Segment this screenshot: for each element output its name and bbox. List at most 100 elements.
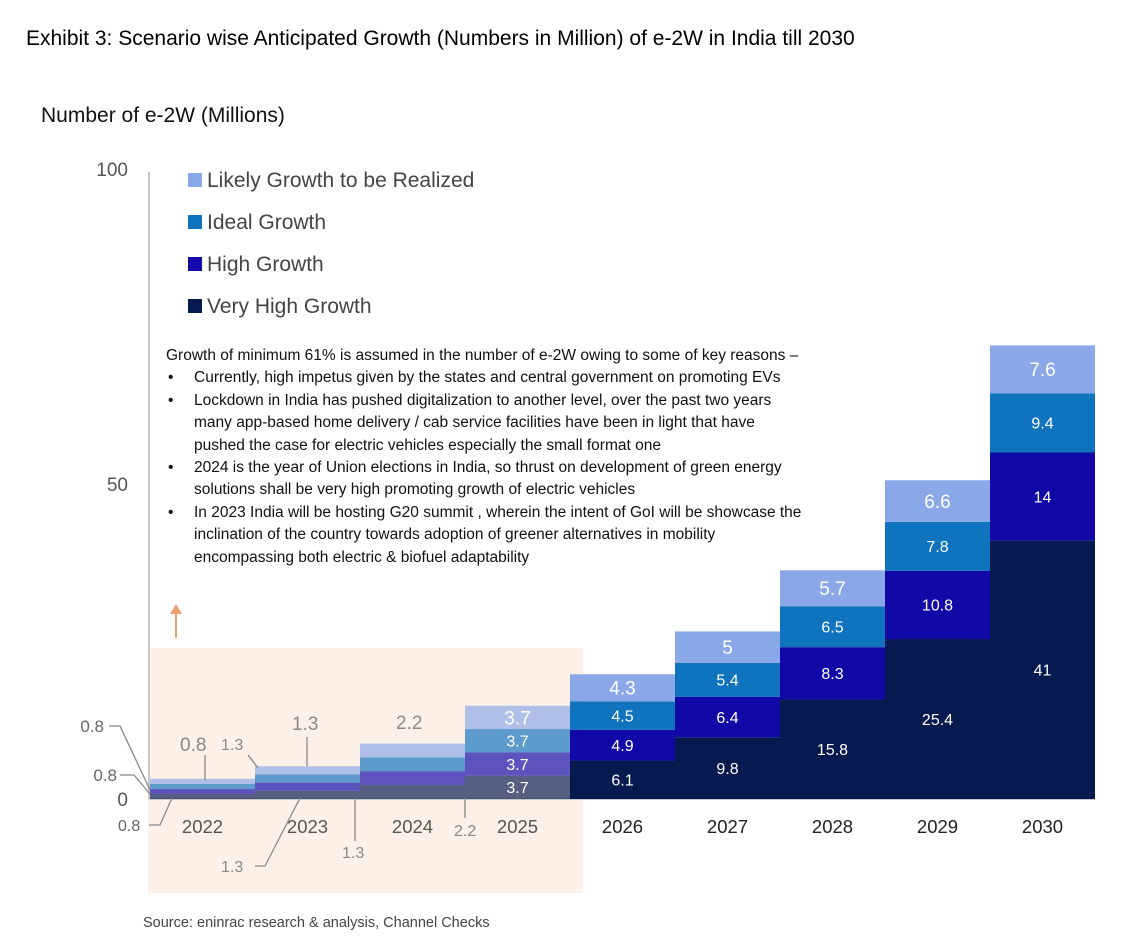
bar-segment-high-growth-2025	[465, 752, 570, 776]
legend-label: Ideal Growth	[207, 211, 326, 234]
bar-segment-likely-growth-to-be-realized-2025	[465, 705, 570, 730]
y-tick-label: 100	[96, 160, 128, 181]
bar-segment-ideal-growth-2027	[675, 662, 780, 697]
notes-bullet: In 2023 India will be hosting G20 summit…	[166, 502, 806, 569]
bar-segment-likely-growth-to-be-realized-2024	[360, 743, 465, 758]
x-tick-label: 2030	[1022, 816, 1063, 837]
callout-label: 1.3	[221, 859, 243, 876]
bar-segment-ideal-growth-2030	[990, 393, 1095, 453]
bar-segment-likely-growth-to-be-realized-2029	[885, 480, 990, 522]
data-label: 9.8	[716, 761, 738, 778]
data-label: 15.8	[817, 742, 848, 759]
up-arrow-icon	[170, 604, 182, 614]
callout-leader	[120, 774, 151, 795]
legend-label: High Growth	[207, 253, 324, 276]
assumption-notes: Growth of minimum 61% is assumed in the …	[166, 345, 806, 569]
bar-segment-likely-growth-to-be-realized-2022	[150, 778, 255, 784]
x-tick-label: 2028	[812, 816, 853, 837]
bar-segment-high-growth-2026	[570, 729, 675, 761]
bar-segment-very-high-growth-2022	[150, 793, 255, 799]
bar-segment-high-growth-2024	[360, 771, 465, 786]
callout-label: 0.8	[93, 766, 117, 785]
data-label: 5.4	[716, 673, 738, 690]
callout-label: 0.8	[80, 717, 104, 736]
bar-segment-likely-growth-to-be-realized-2026	[570, 674, 675, 702]
bar-segment-very-high-growth-2029	[885, 638, 990, 799]
bar-segment-high-growth-2023	[255, 782, 360, 791]
bar-segment-very-high-growth-2024	[360, 785, 465, 799]
data-label: 6.5	[821, 619, 843, 636]
data-label: 14	[1034, 489, 1052, 506]
data-label: 41	[1034, 663, 1052, 680]
data-label: 5.7	[819, 579, 845, 600]
data-label: 3.7	[506, 780, 528, 797]
callout-leader	[247, 754, 259, 769]
bar-segment-ideal-growth-2022	[150, 783, 255, 789]
data-label: 8.3	[821, 666, 843, 683]
data-label: 3.7	[504, 708, 530, 729]
x-tick-label: 2026	[602, 816, 643, 837]
bar-segment-ideal-growth-2029	[885, 521, 990, 571]
notes-list: Currently, high impetus given by the sta…	[166, 367, 806, 569]
bar-segment-high-growth-2029	[885, 570, 990, 639]
notes-bullet: Currently, high impetus given by the sta…	[166, 367, 806, 390]
x-tick-label: 2022	[182, 816, 223, 837]
data-label: 4.5	[611, 708, 633, 725]
bar-segment-ideal-growth-2025	[465, 729, 570, 753]
legend-swatch	[188, 299, 202, 313]
bar-segment-very-high-growth-2026	[570, 760, 675, 799]
callout-leader	[149, 797, 173, 826]
x-tick-label: 2025	[497, 816, 538, 837]
legend-label: Likely Growth to be Realized	[207, 169, 474, 192]
source-note: Source: eninrac research & analysis, Cha…	[143, 915, 490, 931]
bar-segment-likely-growth-to-be-realized-2023	[255, 766, 360, 775]
data-label: 25.4	[922, 712, 953, 729]
callout-label: 1.3	[342, 845, 364, 862]
callout-leader	[109, 725, 151, 791]
data-label: 3.7	[506, 757, 528, 774]
callout-label: 1.3	[221, 737, 243, 754]
callout-label: 0.8	[180, 735, 206, 756]
bar-segment-high-growth-2027	[675, 696, 780, 738]
notes-bullet: 2024 is the year of Union elections in I…	[166, 457, 806, 502]
bar-segment-very-high-growth-2028	[780, 699, 885, 799]
data-label: 4.3	[609, 679, 635, 700]
callout-label: 2.2	[454, 823, 476, 840]
legend-label: Very High Growth	[207, 295, 372, 318]
data-label: 10.8	[922, 598, 953, 615]
x-tick-label: 2024	[392, 816, 433, 837]
bar-segment-high-growth-2022	[150, 788, 255, 794]
bar-segment-very-high-growth-2025	[465, 775, 570, 799]
callout-leader	[255, 797, 301, 867]
bar-segment-very-high-growth-2023	[255, 790, 360, 799]
data-label: 7.8	[926, 539, 948, 556]
callout-label: 0.8	[118, 818, 140, 835]
data-label: 6.1	[611, 773, 633, 790]
notes-intro: Growth of minimum 61% is assumed in the …	[166, 347, 799, 364]
bar-segment-ideal-growth-2026	[570, 701, 675, 730]
bar-segment-ideal-growth-2028	[780, 606, 885, 648]
bar-segment-likely-growth-to-be-realized-2028	[780, 570, 885, 607]
data-label: 6.4	[716, 710, 738, 727]
notes-bullet: Lockdown in India has pushed digitalizat…	[166, 390, 806, 457]
legend-swatch	[188, 173, 202, 187]
bar-segment-ideal-growth-2023	[255, 774, 360, 783]
bar-segment-ideal-growth-2024	[360, 757, 465, 772]
bar-segment-very-high-growth-2027	[675, 737, 780, 799]
legend-swatch	[188, 215, 202, 229]
exhibit-title: Exhibit 3: Scenario wise Anticipated Gro…	[26, 27, 855, 50]
bar-segment-very-high-growth-2030	[990, 540, 1095, 799]
data-label: 3.7	[506, 733, 528, 750]
x-tick-label: 2023	[287, 816, 328, 837]
legend-swatch	[188, 257, 202, 271]
data-label: 4.9	[611, 738, 633, 755]
x-tick-label: 2027	[707, 816, 748, 837]
y-axis-title: Number of e-2W (Millions)	[41, 104, 285, 127]
bar-segment-high-growth-2028	[780, 647, 885, 700]
y-tick-label: 0	[117, 790, 128, 811]
data-label: 6.6	[924, 492, 950, 513]
callout-label: 1.3	[292, 714, 318, 735]
bar-segment-likely-growth-to-be-realized-2030	[990, 345, 1095, 394]
